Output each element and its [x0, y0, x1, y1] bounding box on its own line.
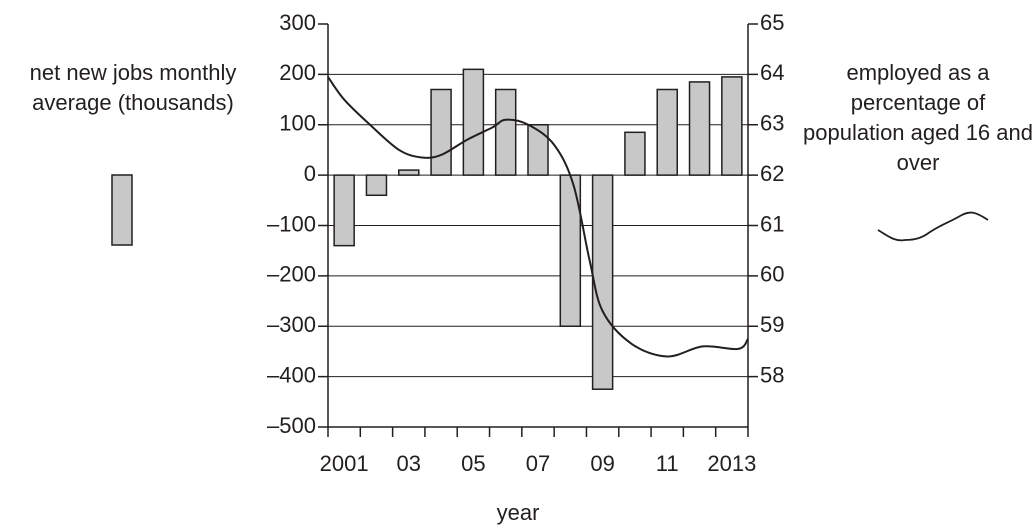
y-tick-label: –100 — [267, 211, 316, 236]
x-tick-label: 2001 — [320, 451, 369, 476]
y2-tick-label: 58 — [760, 362, 784, 387]
y-tick-label: 300 — [279, 10, 316, 35]
y2-tick-label: 59 — [760, 312, 784, 337]
legend-swatch — [111, 174, 133, 246]
y2-tick-label: 60 — [760, 262, 784, 287]
bar — [494, 88, 517, 176]
y-tick-label: 0 — [304, 161, 316, 186]
y2-tick-label: 63 — [760, 111, 784, 136]
bar — [365, 174, 388, 197]
bar — [624, 131, 646, 176]
y-tick-label: –400 — [267, 362, 316, 387]
x-tick-label: 09 — [590, 451, 614, 476]
y2-tick-label: 61 — [760, 211, 784, 236]
y-tick-label: 100 — [279, 111, 316, 136]
x-tick-label: 11 — [656, 451, 679, 476]
bar — [462, 68, 485, 176]
bar — [333, 174, 355, 247]
y-tick-label: 200 — [279, 60, 316, 85]
x-tick-label: 2013 — [707, 451, 756, 476]
legend-line — [877, 211, 989, 242]
x-tick-label: 07 — [526, 451, 550, 476]
bar — [656, 88, 678, 176]
line — [327, 76, 749, 358]
legend-text: net new jobs monthly average (thousands) — [29, 60, 237, 115]
bar — [398, 169, 420, 176]
y2-tick-label: 65 — [760, 10, 784, 35]
bar — [721, 76, 743, 176]
y2-tick-label: 62 — [760, 161, 784, 186]
legend-text: employed as a percentage of population a… — [803, 60, 1033, 175]
bar — [527, 124, 549, 176]
x-tick-label: 05 — [461, 451, 485, 476]
bar — [688, 81, 711, 176]
bar — [430, 88, 452, 176]
x-tick-label: 03 — [397, 451, 421, 476]
bar — [591, 174, 614, 390]
y-tick-label: –500 — [267, 413, 316, 438]
y-tick-label: –200 — [267, 262, 316, 287]
y2-tick-label: 64 — [760, 60, 784, 85]
x-axis-label: year — [497, 500, 540, 525]
y-tick-label: –300 — [267, 312, 316, 337]
